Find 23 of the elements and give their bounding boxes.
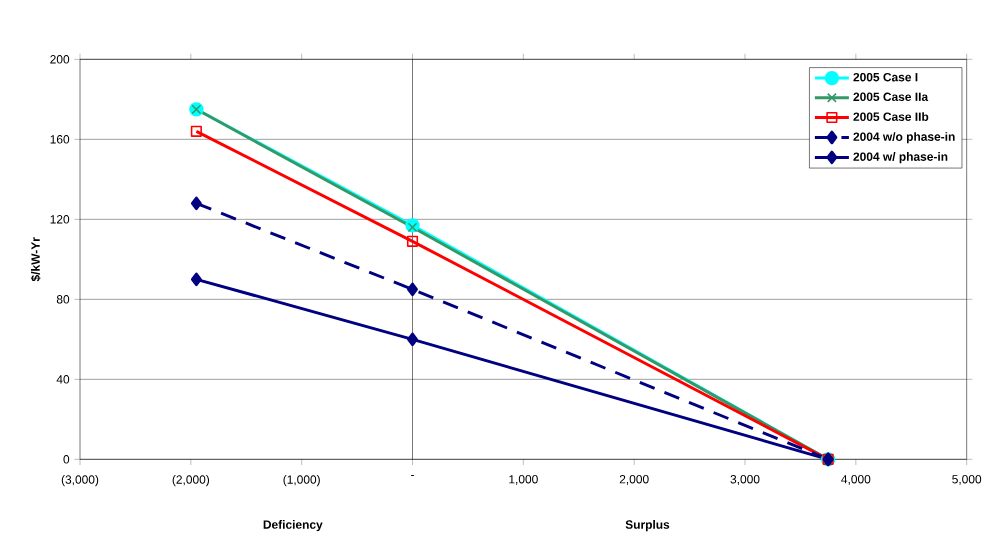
y-tick-label: 120: [50, 215, 70, 224]
text: Surplus: [625, 520, 670, 532]
legend-label: 2005 Case IIa: [853, 92, 929, 102]
x-tick-label: 5,000: [952, 475, 982, 485]
legend-label: 2004 w/o phase-in: [853, 132, 955, 144]
y-tick-label: 0: [63, 455, 70, 464]
legend-label: 2004 w/ phase-in: [853, 152, 948, 164]
x-tick-label: -: [411, 475, 414, 476]
text: Deficiency: [263, 520, 323, 532]
y-tick-label: 80: [56, 295, 70, 304]
y-tick-label: 200: [50, 55, 70, 64]
x-tick-label: (1,000): [283, 475, 320, 487]
x-tick-label: 4,000: [841, 475, 871, 485]
x-tick-label: 1,000: [509, 475, 538, 485]
y-tick-label: 160: [50, 135, 70, 144]
legend-label: 2005 Case IIb: [853, 112, 929, 121]
legend-label: 2005 Case I: [853, 72, 918, 82]
x-tick-label: (2,000): [172, 475, 210, 487]
x-tick-label: 2,000: [619, 475, 649, 485]
y-tick-label: 40: [56, 375, 70, 384]
x-tick-label: 3,000: [730, 475, 760, 485]
x-tick-label: (3,000): [61, 475, 99, 487]
y-axis-title: $/kW-Yr: [30, 237, 41, 282]
